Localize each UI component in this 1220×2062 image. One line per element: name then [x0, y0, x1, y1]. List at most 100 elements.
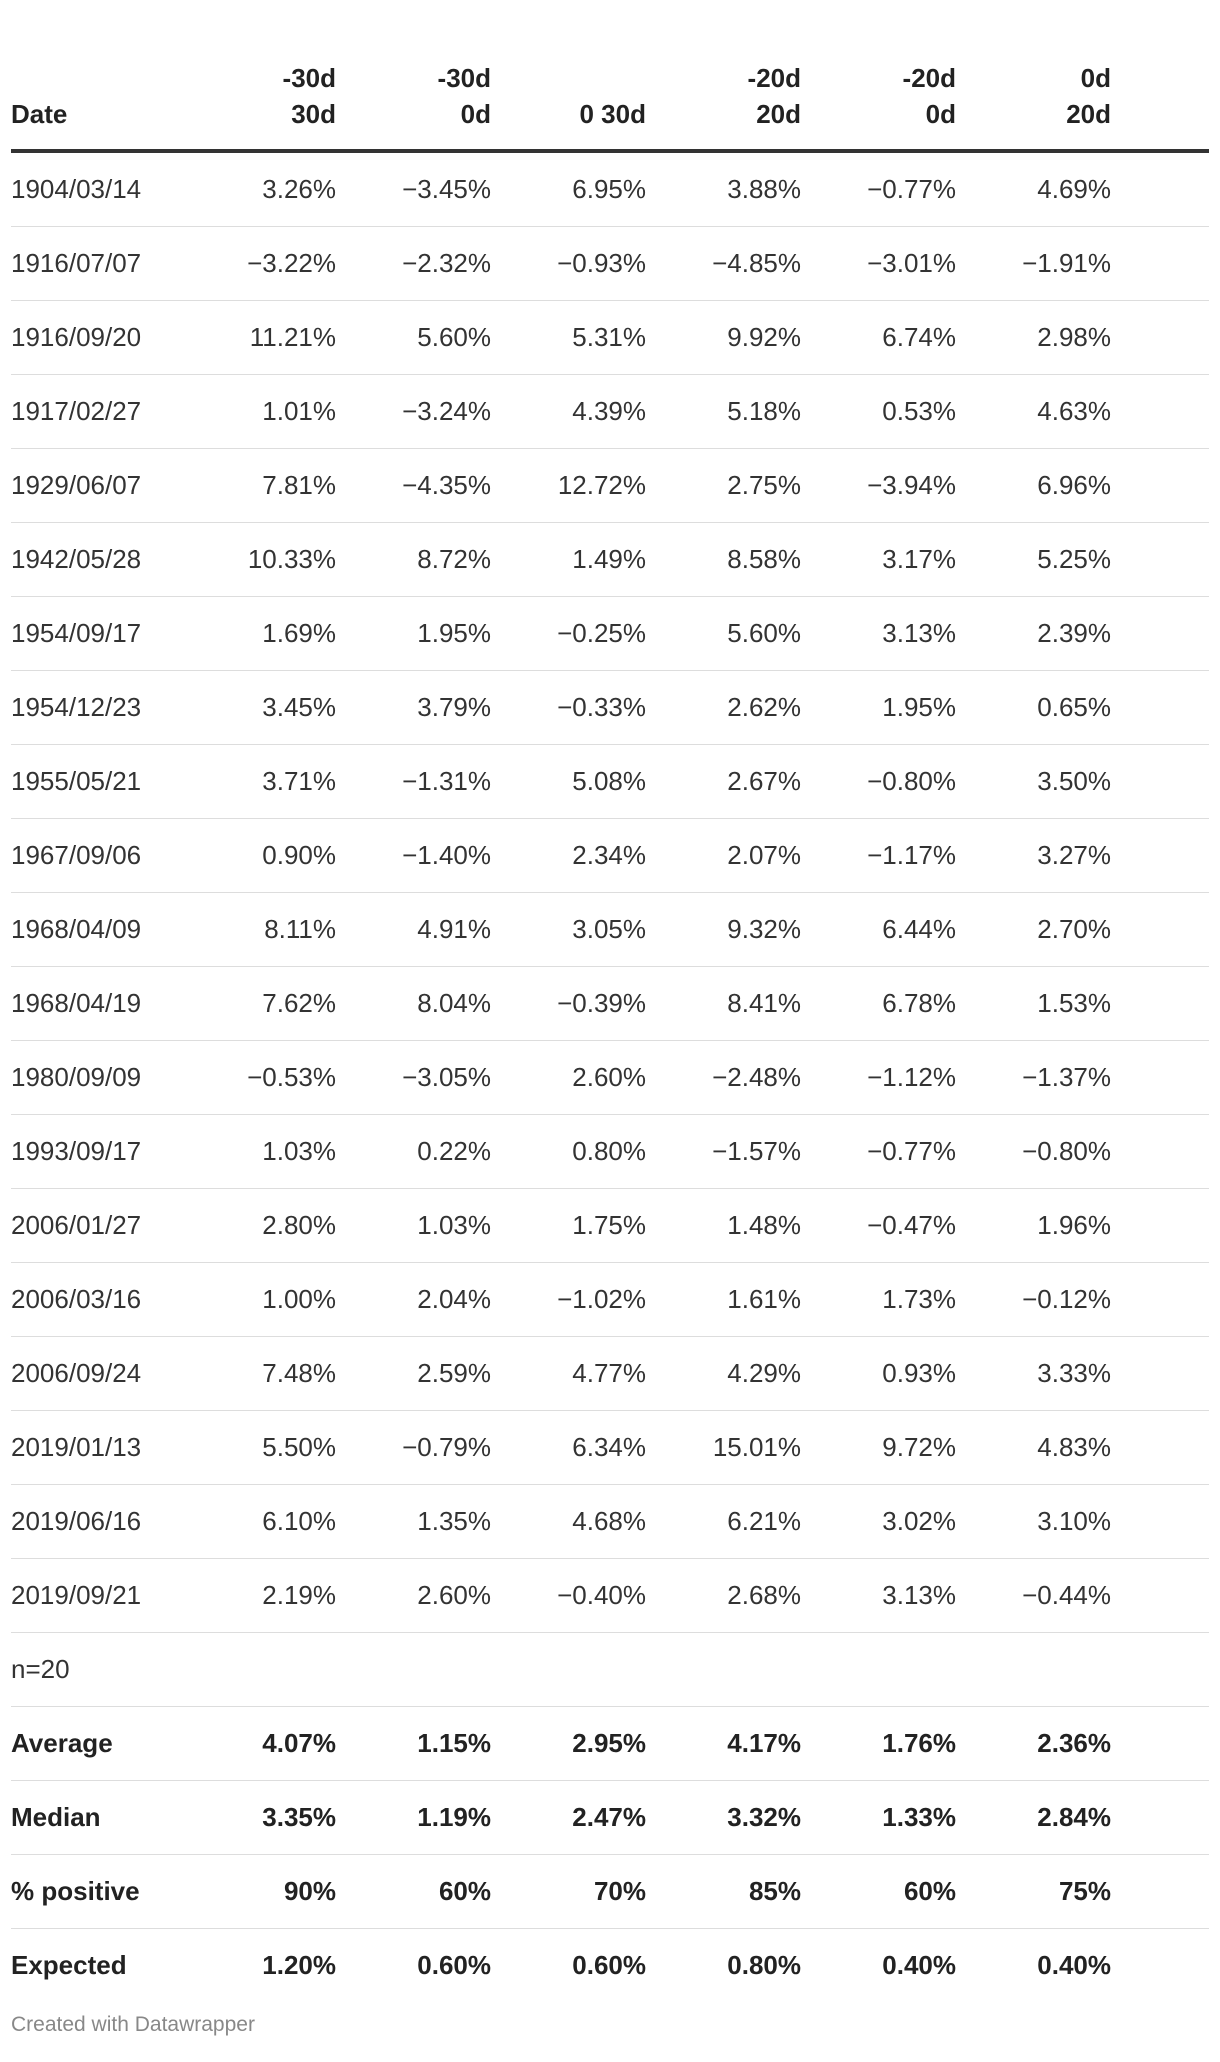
table-cell: 7.62% — [181, 966, 336, 1041]
row-label-cell: 1967/09/06 — [11, 818, 181, 893]
row-label-cell: 1904/03/14 — [11, 151, 181, 227]
column-header-line — [11, 60, 181, 96]
table-cell: 3.50% — [956, 744, 1111, 819]
column-header: 0 30d — [491, 0, 646, 153]
table-cell: 90% — [181, 1854, 336, 1929]
table-cell: 3.3 — [1111, 1040, 1209, 1115]
table-cell: 3.02% — [801, 1484, 956, 1559]
table-cell: 0.4 — [1111, 1929, 1209, 2003]
table-cell: −0.44% — [956, 1558, 1111, 1633]
column-header-date: Date — [11, 0, 181, 153]
returns-table-container: Date -30d 30d -30d 0d 0 30d -20d 20d -20d 0d 0d 20… — [11, 0, 1209, 2002]
table-cell: 60% — [801, 1854, 956, 1929]
table-cell: 1.95% — [336, 596, 491, 671]
table-cell: 0.60% — [572, 1950, 646, 1980]
column-header-line: 0d — [460, 99, 491, 129]
table-cell: −1.4 — [1111, 226, 1209, 301]
table-cell: 4.68% — [491, 1484, 646, 1559]
table-cell: 2.6 — [1111, 1262, 1209, 1337]
table-cell: −4.85% — [646, 226, 801, 301]
table-cell: −0.93% — [491, 226, 646, 301]
column-header: -30d 0d — [336, 0, 491, 153]
table-cell: −1.12% — [801, 1040, 956, 1115]
table-cell: 1.15% — [336, 1706, 491, 1781]
table-cell: −2.32% — [336, 226, 491, 301]
table-cell: 0.80% — [491, 1114, 646, 1189]
table-cell: 1.03% — [336, 1188, 491, 1263]
table-cell: 5.08% — [491, 744, 646, 819]
table-cell: 2.62% — [646, 670, 801, 745]
row-label-cell: 1916/09/20 — [11, 300, 181, 375]
table-cell: 85% — [646, 1854, 801, 1929]
table-cell: 2.07% — [646, 818, 801, 893]
table-cell: 3.1 — [1111, 1484, 1209, 1559]
table-cell: 8.3 — [1111, 1410, 1209, 1485]
table-cell: 0.22% — [336, 1114, 491, 1189]
table-cell: 4.83% — [956, 1410, 1111, 1485]
table-cell: 8.3 — [1111, 300, 1209, 375]
table-row: 1942/05/28 10.33% 8.72% 1.49% 8.58% 3.17% 5.25… — [11, 522, 1209, 597]
row-label-cell: 2006/01/27 — [11, 1188, 181, 1263]
table-cell: 6.8 — [1111, 448, 1209, 523]
table-cell: 1.35% — [336, 1484, 491, 1559]
table-cell: 1.69% — [181, 596, 336, 671]
table-cell: 1.19% — [336, 1780, 491, 1855]
table-cell: −0.47% — [801, 1188, 956, 1263]
row-label-cell: % positive — [11, 1854, 181, 1929]
table-cell: 4.91% — [336, 892, 491, 967]
table-cell: 0.65% — [956, 670, 1111, 745]
table-cell: 0.40% — [882, 1950, 956, 1980]
table-cell: 5.60% — [646, 596, 801, 671]
table-cell: 2.34% — [491, 818, 646, 893]
table-cell: 6.10% — [181, 1484, 336, 1559]
table-cell: 9.92% — [646, 300, 801, 375]
table-row: 1954/09/17 1.69% 1.95% −0.25% 5.60% 3.13% 2.39… — [11, 596, 1209, 671]
table-cell: −0.40% — [491, 1558, 646, 1633]
column-header: -20d 20d — [646, 0, 801, 153]
table-cell: 2.60% — [336, 1558, 491, 1633]
table-cell: 4.69% — [956, 151, 1111, 227]
column-header-line: -30d — [282, 63, 336, 93]
table-cell: 1.96% — [956, 1188, 1111, 1263]
row-label-cell: 1954/12/23 — [11, 670, 181, 745]
table-cell: −0.9 — [1111, 1188, 1209, 1263]
table-cell: −2.48% — [646, 1040, 801, 1115]
table-row: 1955/05/21 3.71% −1.31% 5.08% 2.67% −0.80% 3.5… — [11, 744, 1209, 819]
column-header-line: -1 — [1111, 60, 1209, 96]
table-cell: 0.40% — [1037, 1950, 1111, 1980]
table-cell: −0.53% — [181, 1040, 336, 1115]
table-cell: 0.93% — [801, 1336, 956, 1411]
footer-credit: Created with Datawrapper — [11, 2013, 255, 2036]
table-cell: −1.02% — [491, 1262, 646, 1337]
table-cell: 1.61% — [646, 1262, 801, 1337]
table-cell: 5.31% — [491, 300, 646, 375]
table-cell: −2.0 — [1111, 1558, 1209, 1633]
table-cell: −3.01% — [801, 226, 956, 301]
row-label-cell: Expected — [11, 1950, 127, 1980]
header-row: Date -30d 30d -30d 0d 0 30d -20d 20d -20d 0d 0d 20… — [11, 0, 1209, 153]
table-cell: 9.32% — [646, 892, 801, 967]
table-cell: 5.50% — [181, 1410, 336, 1485]
count-row: n=20 — [11, 1632, 1209, 1707]
table-cell: 3.27% — [956, 818, 1111, 893]
table-cell: 4.17% — [646, 1706, 801, 1781]
table-cell: 3.05% — [491, 892, 646, 967]
row-label-cell: 2019/06/16 — [11, 1484, 181, 1559]
table-cell: −0.39% — [491, 966, 646, 1041]
row-label-cell: 2006/09/24 — [11, 1336, 181, 1411]
table-cell: 6.21% — [646, 1484, 801, 1559]
table-cell: 1.75% — [491, 1188, 646, 1263]
table-cell: −0.80% — [801, 744, 956, 819]
table-cell: 3.32% — [646, 1780, 801, 1855]
row-label-cell: Average — [11, 1706, 181, 1781]
table-cell: 60% — [336, 1854, 491, 1929]
table-cell: 4.07% — [181, 1706, 336, 1781]
table-cell: 2.67% — [646, 744, 801, 819]
column-header-line: 1 — [1111, 96, 1209, 132]
table-cell: 2.04% — [336, 1262, 491, 1337]
table-cell: 5.0 — [1111, 374, 1209, 449]
table-cell: −3.24% — [336, 374, 491, 449]
table-body: 1904/03/14 3.26% −3.45% 6.95% 3.88% −0.77% 4.6… — [11, 151, 1209, 2002]
column-header-line — [491, 60, 646, 96]
